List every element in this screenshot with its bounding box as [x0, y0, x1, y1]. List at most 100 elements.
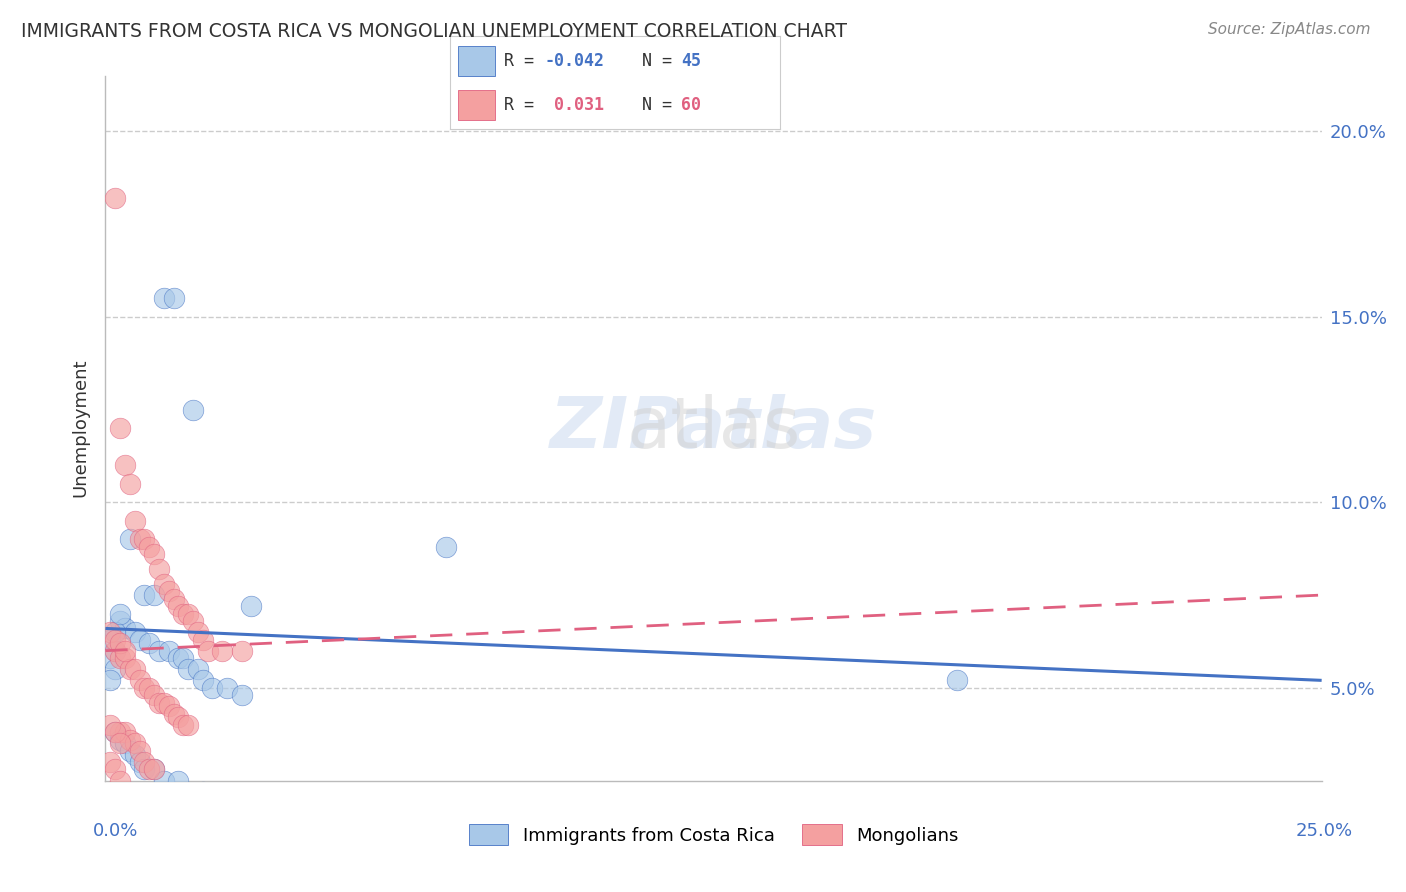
Point [104, 792, 127, 806]
Point [98, 651, 121, 665]
Text: Source: ZipAtlas.com: Source: ZipAtlas.com [1208, 22, 1371, 37]
Point [172, 607, 194, 621]
Point [134, 533, 156, 547]
Point [172, 718, 194, 732]
Point [104, 725, 127, 739]
Point [108, 732, 131, 747]
Point [104, 643, 127, 657]
Point [162, 591, 184, 606]
Point [104, 191, 127, 205]
Point [114, 725, 136, 739]
Point [197, 643, 219, 657]
Point [108, 736, 131, 750]
Point [104, 763, 127, 777]
Point [98, 718, 121, 732]
Point [118, 662, 141, 676]
Point [177, 662, 200, 676]
Text: N =: N = [641, 52, 682, 70]
Point [104, 632, 127, 647]
Point [104, 725, 127, 739]
Point [153, 773, 176, 788]
Point [128, 755, 150, 769]
Point [162, 291, 184, 305]
Point [167, 773, 190, 788]
Text: R =: R = [505, 96, 544, 114]
Y-axis label: Unemployment: Unemployment [72, 359, 90, 498]
Text: N =: N = [641, 96, 682, 114]
Text: IMMIGRANTS FROM COSTA RICA VS MONGOLIAN UNEMPLOYMENT CORRELATION CHART: IMMIGRANTS FROM COSTA RICA VS MONGOLIAN … [21, 22, 846, 41]
Point [108, 799, 131, 814]
Point [98, 799, 121, 814]
Bar [458, 90, 495, 120]
Point [143, 688, 166, 702]
Point [191, 673, 214, 688]
Point [143, 763, 166, 777]
Point [124, 736, 146, 750]
Point [134, 755, 156, 769]
Point [148, 696, 170, 710]
Point [153, 291, 176, 305]
Point [108, 614, 131, 628]
Point [108, 421, 131, 435]
Text: 0.0%: 0.0% [93, 822, 138, 840]
Point [114, 736, 136, 750]
Text: atlas: atlas [626, 393, 801, 463]
Point [124, 747, 146, 762]
Point [167, 651, 190, 665]
Text: -0.042: -0.042 [544, 52, 605, 70]
Point [148, 643, 170, 657]
Point [143, 588, 166, 602]
Point [177, 718, 200, 732]
Text: 0.031: 0.031 [544, 96, 605, 114]
Point [108, 636, 131, 650]
Point [134, 588, 156, 602]
Point [124, 514, 146, 528]
Point [104, 643, 127, 657]
Point [157, 584, 180, 599]
Point [104, 625, 127, 640]
Point [187, 662, 209, 676]
Text: 45: 45 [681, 52, 702, 70]
Point [104, 662, 127, 676]
Point [138, 540, 160, 554]
Point [118, 744, 141, 758]
Point [118, 811, 141, 825]
Point [124, 625, 146, 640]
Point [157, 699, 180, 714]
Point [187, 625, 209, 640]
Point [211, 643, 233, 657]
Point [104, 811, 127, 825]
Point [98, 632, 121, 647]
Point [128, 673, 150, 688]
Point [134, 763, 156, 777]
Point [98, 625, 121, 640]
Point [143, 763, 166, 777]
Point [108, 725, 131, 739]
Point [434, 540, 457, 554]
Point [153, 577, 176, 591]
Point [231, 643, 253, 657]
Point [177, 607, 200, 621]
Text: ZIPatlas: ZIPatlas [550, 393, 877, 463]
Point [181, 614, 204, 628]
Point [108, 773, 131, 788]
Point [108, 607, 131, 621]
Text: 25.0%: 25.0% [1296, 822, 1353, 840]
Point [98, 755, 121, 769]
Point [98, 673, 121, 688]
Point [128, 744, 150, 758]
Point [167, 599, 190, 614]
Point [191, 632, 214, 647]
Point [231, 688, 253, 702]
Point [138, 636, 160, 650]
Point [148, 562, 170, 576]
Bar [458, 46, 495, 76]
Point [157, 643, 180, 657]
Point [167, 710, 190, 724]
Point [240, 599, 263, 614]
Point [201, 681, 224, 695]
Point [138, 681, 160, 695]
Text: R =: R = [505, 52, 544, 70]
Point [118, 732, 141, 747]
Point [153, 696, 176, 710]
